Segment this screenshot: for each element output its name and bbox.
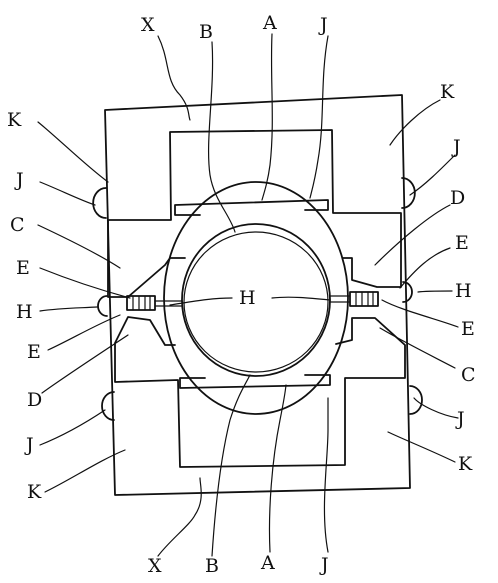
label-center-h: H bbox=[239, 287, 256, 309]
label-right-k-bottom: K bbox=[458, 453, 473, 475]
label-right-d: D bbox=[450, 187, 465, 209]
label-right-k-top: K bbox=[440, 81, 455, 103]
label-bottom-a: A bbox=[260, 552, 275, 574]
label-left-j-top: J bbox=[14, 169, 24, 191]
label-left-h: H bbox=[16, 301, 33, 323]
label-left-k-bottom: K bbox=[27, 481, 42, 503]
label-right-e-bottom: E bbox=[461, 318, 475, 340]
bush-circle-inner-2 bbox=[184, 232, 328, 372]
left-h-bump bbox=[98, 296, 107, 316]
right-h-bump bbox=[403, 282, 412, 302]
left-upper-bump-j bbox=[93, 188, 106, 218]
label-top-x: X bbox=[141, 14, 155, 36]
bearing-ring-outer bbox=[164, 182, 348, 414]
lower-bearing-block bbox=[180, 375, 330, 388]
label-right-j-top: J bbox=[451, 136, 461, 158]
label-left-j-bottom: J bbox=[24, 434, 34, 456]
label-left-d: D bbox=[27, 389, 42, 411]
upper-cavity-outline bbox=[108, 130, 401, 297]
label-bottom-b: B bbox=[205, 555, 219, 577]
label-top-b: B bbox=[199, 21, 213, 43]
label-bottom-x: X bbox=[148, 555, 162, 577]
lower-cavity-outline bbox=[115, 317, 405, 467]
label-left-e-top: E bbox=[16, 257, 30, 279]
label-right-j-bottom: J bbox=[455, 408, 465, 430]
label-right-e-top: E bbox=[455, 232, 469, 254]
label-top-a: A bbox=[262, 12, 277, 34]
left-bolt-h bbox=[127, 296, 182, 310]
label-bottom-j: J bbox=[319, 554, 329, 576]
label-right-h: H bbox=[455, 280, 472, 302]
label-right-c: C bbox=[461, 364, 476, 386]
label-left-k-top: K bbox=[7, 109, 22, 131]
label-left-e-bottom: E bbox=[27, 341, 41, 363]
label-top-j: J bbox=[318, 14, 328, 36]
label-left-c: C bbox=[10, 214, 25, 236]
right-bolt-h bbox=[330, 292, 378, 306]
outer-housing-frame bbox=[105, 95, 410, 495]
